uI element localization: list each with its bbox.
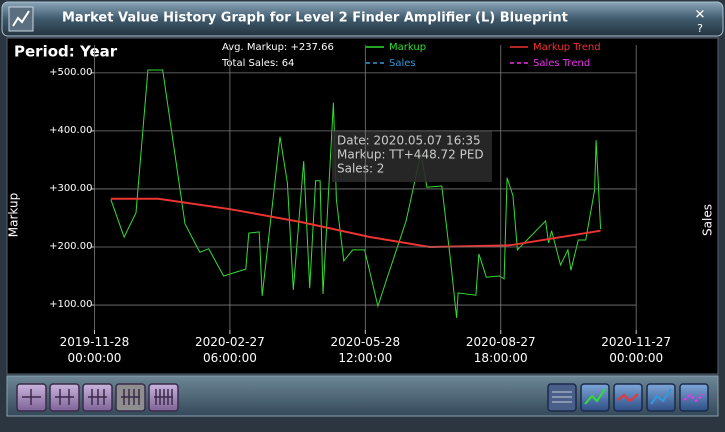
legend-label: Markup	[389, 42, 426, 53]
y-tick-label: +300.00	[49, 183, 92, 194]
period-label: Period: Year	[14, 43, 118, 61]
view-button[interactable]	[580, 383, 610, 412]
y-tick-label: +200.00	[49, 241, 92, 252]
tooltip-sales: Sales: 2	[337, 162, 384, 176]
x-tick-label: 2020-11-27 00:00:00	[601, 335, 671, 365]
window-icon	[8, 6, 34, 32]
y-axis-label: Markup	[7, 193, 21, 237]
tooltip: Date: 2020.05.07 16:35 Markup: TT+448.72…	[332, 131, 492, 182]
legend-label: Sales Trend	[533, 58, 590, 69]
y-tick-label: +500.00	[49, 67, 92, 78]
x-tick-label: 2019-11-28 00:00:00	[60, 335, 130, 365]
view-buttons	[547, 383, 709, 412]
title-bar	[1, 1, 724, 37]
x-tick-label: 2020-02-27 06:00:00	[195, 335, 265, 365]
tooltip-date: Date: 2020.05.07 16:35	[337, 134, 481, 148]
window-title: Market Value History Graph for Level 2 F…	[62, 11, 568, 26]
view-button[interactable]	[613, 383, 643, 412]
x-tick-label: 2020-08-27 18:00:00	[466, 335, 536, 365]
plot	[110, 69, 602, 318]
help-button[interactable]: ?	[697, 22, 703, 35]
zoom-buttons	[16, 383, 179, 412]
close-button[interactable]: ✕	[695, 8, 706, 23]
window-icon-graph	[12, 10, 30, 27]
legend-label: Markup Trend	[533, 42, 601, 53]
x-tick-label: 2020-05-28 12:00:00	[330, 335, 400, 365]
total-sales: Total Sales: 64	[221, 58, 294, 69]
y-tick-label: +100.00	[49, 299, 92, 310]
tooltip-markup: Markup: TT+448.72 PED	[337, 148, 484, 162]
legend: Markup Sales Markup Trend Sales Trend	[366, 42, 601, 69]
toolbar	[6, 375, 719, 417]
view-button[interactable]	[679, 383, 709, 412]
y-tick-label: +400.00	[49, 125, 92, 136]
y2-axis-label: Sales	[701, 204, 715, 236]
avg-markup: Avg. Markup: +237.66	[222, 42, 334, 53]
tooltip-box	[332, 131, 492, 182]
series-line	[110, 69, 602, 318]
legend-label: Sales	[389, 58, 416, 69]
series-line	[110, 197, 601, 249]
view-button[interactable]	[646, 383, 676, 412]
